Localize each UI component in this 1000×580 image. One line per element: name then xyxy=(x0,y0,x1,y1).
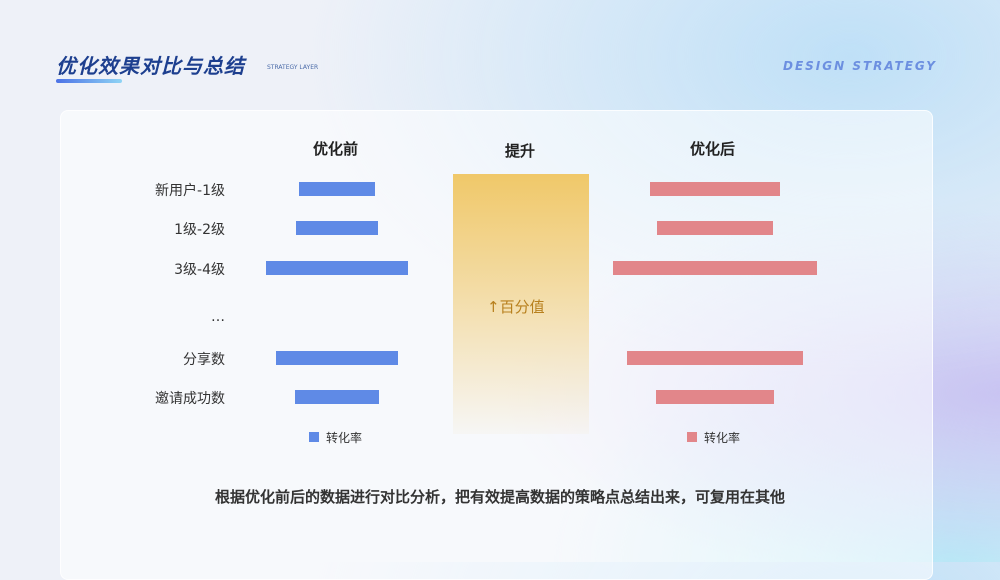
page-subtitle: STRATEGY LAYER xyxy=(267,64,319,71)
header-after: 优化后 xyxy=(690,140,736,158)
category-label: … xyxy=(211,309,225,325)
summary-text: 根据优化前后的数据进行对比分析，把有效提高数据的策略点总结出来，可复用在其他 xyxy=(214,488,785,506)
category-label: 邀请成功数 xyxy=(155,391,225,407)
category-label: 3级-4级 xyxy=(174,262,225,278)
bar-before xyxy=(296,221,378,235)
header-before: 优化前 xyxy=(313,140,359,158)
bar-before xyxy=(295,390,379,404)
lift-label: ↑百分值 xyxy=(487,298,545,316)
legend-swatch-after xyxy=(687,432,697,442)
bar-after xyxy=(655,390,775,404)
bar-after xyxy=(613,261,817,275)
bar-before xyxy=(275,351,399,365)
header-lift: 提升 xyxy=(505,142,536,160)
bar-after xyxy=(656,221,774,235)
category-label: 分享数 xyxy=(183,352,225,368)
brand-text: DESIGN STRATEGY xyxy=(783,59,937,73)
legend-label-before: 转化率 xyxy=(326,431,363,445)
category-label: 新用户-1级 xyxy=(155,183,225,199)
legend-label-after: 转化率 xyxy=(704,431,741,445)
title-underline xyxy=(56,79,122,83)
lift-column xyxy=(453,174,589,434)
bar-after xyxy=(627,351,803,365)
bar-after xyxy=(649,182,781,196)
category-label: 1级-2级 xyxy=(174,222,225,238)
page-title: 优化效果对比与总结 xyxy=(56,54,245,78)
bar-before xyxy=(265,261,409,275)
legend-swatch-before xyxy=(309,432,319,442)
bar-before xyxy=(299,182,375,196)
